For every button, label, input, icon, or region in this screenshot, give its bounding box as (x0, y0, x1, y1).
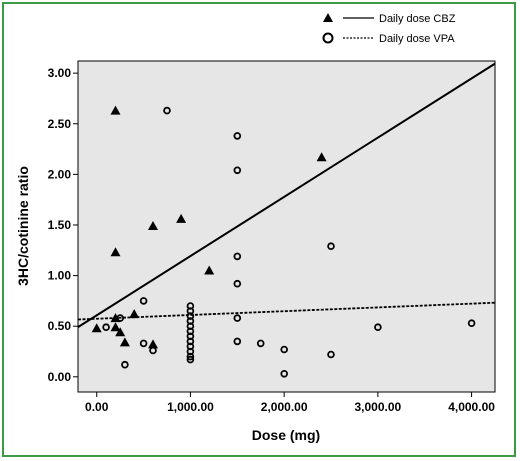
point-circle (121, 360, 129, 369)
point-circle (374, 323, 382, 332)
x-tick-label: 2,000.00 (261, 400, 308, 414)
point-circle (233, 166, 242, 175)
point-circle (163, 106, 171, 115)
point-triangle (204, 265, 215, 275)
plot-area (77, 60, 496, 393)
point-circle (280, 369, 289, 378)
point-circle (280, 345, 289, 354)
y-axis: 0.00 0.50 1.00 1.50 2.00 2.50 3.00 (48, 66, 78, 384)
x-axis: 0.00 1,000.00 2,000.00 3,000.00 4,000.00 (85, 392, 495, 414)
point-triangle (148, 221, 158, 230)
point-circle (233, 132, 242, 140)
x-axis-label: Dose (mg) (252, 427, 320, 443)
point-triangle (119, 337, 130, 347)
point-circle (467, 319, 476, 328)
fit-line-dashed (77, 301, 496, 321)
point-triangle (110, 105, 121, 115)
x-tick-label: 3,000.00 (355, 400, 402, 414)
point-circle (116, 314, 124, 322)
y-tick-label: 2.50 (48, 117, 72, 131)
point-circle (256, 339, 265, 348)
legend-vpa-circle-icon (322, 32, 334, 44)
point-circle (139, 339, 148, 348)
y-tick-label: 0.50 (48, 319, 72, 333)
y-tick-label: 1.00 (48, 269, 72, 283)
point-triangle (176, 213, 187, 223)
point-circle (139, 297, 148, 305)
y-tick-label: 1.50 (48, 218, 72, 232)
point-circle (233, 337, 242, 346)
point-circle (149, 346, 157, 355)
point-circle (233, 279, 242, 288)
legend-vpa-label: Daily dose VPA (379, 33, 455, 45)
data-points (91, 105, 476, 378)
y-tick-label: 3.00 (48, 66, 72, 80)
x-tick-label: 1,000.00 (167, 400, 214, 414)
point-circle (233, 252, 242, 261)
legend: Daily dose CBZ Daily dose VPA (322, 13, 456, 45)
point-circle (327, 350, 335, 359)
point-circle (327, 242, 335, 251)
point-circle (102, 323, 110, 332)
point-circle (233, 314, 242, 322)
point-triangle (110, 247, 121, 257)
point-triangle (148, 339, 158, 349)
point-triangle (91, 323, 102, 333)
x-tick-label: 0.00 (85, 400, 109, 414)
fit-line-solid (77, 62, 496, 328)
x-tick-label: 4,000.00 (448, 400, 495, 414)
y-axis-label: 3HC/cotinine ratio (15, 166, 31, 286)
point-circle (186, 355, 195, 364)
legend-cbz-triangle-icon (323, 13, 333, 22)
y-tick-label: 2.00 (48, 167, 72, 181)
legend-cbz-label: Daily dose CBZ (379, 13, 456, 25)
point-circle (186, 352, 195, 361)
fit-lines (77, 62, 496, 328)
point-triangle (129, 309, 140, 319)
point-triangle (115, 327, 126, 337)
point-triangle (110, 322, 121, 332)
y-tick-label: 0.00 (48, 370, 72, 384)
point-triangle (316, 152, 327, 162)
